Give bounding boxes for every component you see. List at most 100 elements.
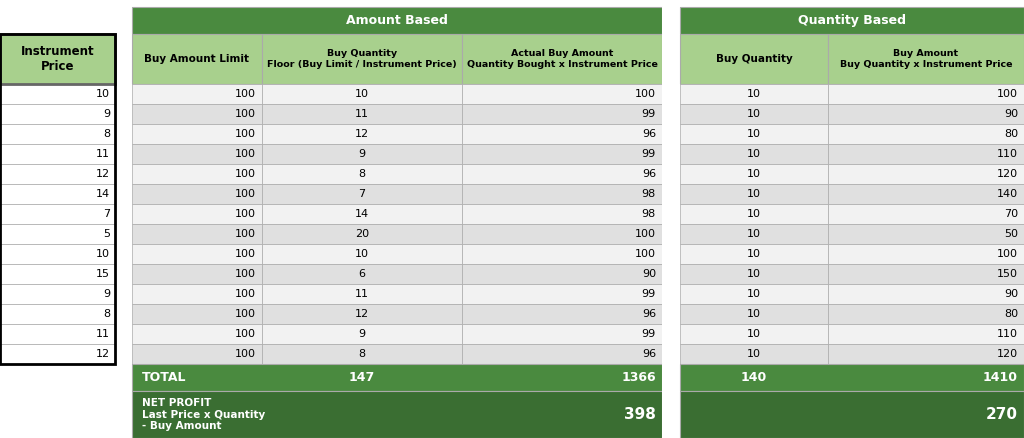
Text: 100: 100 [234,229,256,239]
Text: 100: 100 [635,249,656,259]
Bar [132,224,262,244]
Bar [262,124,462,144]
Bar [662,344,680,364]
Text: 120: 120 [997,349,1018,359]
Text: Actual Buy Amount
Quantity Bought x Instrument Price: Actual Buy Amount Quantity Bought x Inst… [467,49,657,69]
Bar [262,224,462,244]
Text: 10: 10 [746,149,761,159]
Bar [115,244,132,264]
Bar [828,124,1024,144]
Bar [115,204,132,224]
Text: 9: 9 [358,149,366,159]
Text: 8: 8 [358,349,366,359]
Bar [462,104,662,124]
Bar [0,84,115,104]
Bar [132,124,262,144]
Text: 100: 100 [234,149,256,159]
Text: 10: 10 [746,169,761,179]
Text: 96: 96 [642,309,656,319]
Bar [132,284,262,304]
Text: 12: 12 [355,309,369,319]
Bar [0,324,115,344]
Bar [680,344,828,364]
Text: 100: 100 [234,249,256,259]
Bar [662,284,680,304]
Bar [115,224,132,244]
Bar [462,84,662,104]
Bar [115,164,132,184]
Bar [828,224,1024,244]
Bar [115,344,132,364]
Text: 110: 110 [997,149,1018,159]
Text: 10: 10 [746,209,761,219]
Bar [828,144,1024,164]
Bar [132,344,262,364]
Text: 99: 99 [642,329,656,339]
Bar [115,284,132,304]
Bar [0,7,132,34]
Bar [662,391,680,438]
Bar [0,204,115,224]
Bar [132,184,262,204]
Bar [115,104,132,124]
Bar [132,7,662,34]
Bar [680,144,828,164]
Bar [662,184,680,204]
Bar [0,344,115,364]
Text: 80: 80 [1004,129,1018,139]
Bar [828,304,1024,324]
Text: 10: 10 [355,89,369,99]
Text: 10: 10 [746,329,761,339]
Text: 100: 100 [997,249,1018,259]
Bar [132,364,662,391]
Bar [132,34,262,84]
Text: 10: 10 [746,249,761,259]
Bar [262,144,462,164]
Text: 14: 14 [96,189,110,199]
Bar [828,324,1024,344]
Text: 11: 11 [355,109,369,119]
Bar [462,204,662,224]
Bar [0,264,115,284]
Bar [828,84,1024,104]
Bar [662,204,680,224]
Bar [680,224,828,244]
Bar [132,264,262,284]
Text: 12: 12 [96,349,110,359]
Text: 9: 9 [358,329,366,339]
Text: 8: 8 [358,169,366,179]
Bar [262,344,462,364]
Text: 50: 50 [1004,229,1018,239]
Text: 270: 270 [986,407,1018,422]
Text: 10: 10 [746,289,761,299]
Text: 12: 12 [355,129,369,139]
Bar [0,391,132,438]
Text: 70: 70 [1004,209,1018,219]
Bar [115,84,132,104]
Bar [462,224,662,244]
Bar [262,324,462,344]
Bar [462,184,662,204]
Text: 100: 100 [234,189,256,199]
Text: Buy Quantity
Floor (Buy Limit / Instrument Price): Buy Quantity Floor (Buy Limit / Instrume… [267,49,457,69]
Text: 96: 96 [642,169,656,179]
Text: 14: 14 [355,209,369,219]
Bar [262,164,462,184]
Bar [462,34,662,84]
Text: 110: 110 [997,329,1018,339]
Bar [680,204,828,224]
Text: 120: 120 [997,169,1018,179]
Bar [115,264,132,284]
Text: 99: 99 [642,289,656,299]
Bar [262,34,462,84]
Text: 8: 8 [102,129,110,139]
Bar [115,304,132,324]
Text: 1366: 1366 [622,371,656,384]
Bar [462,244,662,264]
Bar [0,364,132,391]
Bar [0,284,115,304]
Text: 150: 150 [997,269,1018,279]
Text: 100: 100 [234,109,256,119]
Bar [262,104,462,124]
Text: Quantity Based: Quantity Based [798,14,906,27]
